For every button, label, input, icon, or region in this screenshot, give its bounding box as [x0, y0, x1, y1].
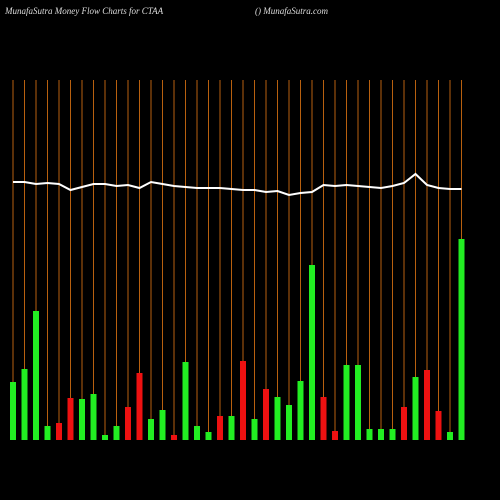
- chart-title: MunafaSutra Money Flow Charts for CTAA: [4, 6, 164, 16]
- bar: [401, 407, 407, 440]
- bar: [44, 426, 51, 440]
- bar: [309, 265, 315, 440]
- bar: [194, 426, 200, 440]
- bar: [389, 429, 396, 440]
- bar: [447, 432, 453, 440]
- bar: [366, 429, 373, 440]
- bar: [10, 382, 16, 440]
- bar: [79, 399, 85, 440]
- bar: [148, 419, 154, 440]
- bar: [424, 370, 430, 440]
- bar: [343, 365, 350, 440]
- bar: [228, 416, 235, 440]
- money-flow-line: [13, 172, 462, 197]
- bar: [90, 394, 97, 440]
- bar: [171, 435, 177, 440]
- bar: [332, 431, 338, 440]
- bar: [458, 239, 465, 440]
- bar: [21, 369, 28, 440]
- bar: [274, 397, 281, 440]
- bar: [205, 432, 212, 440]
- bar: [56, 423, 62, 440]
- bar: [240, 361, 246, 440]
- bar: [412, 377, 419, 440]
- bar: [320, 397, 327, 440]
- bar: [33, 311, 39, 440]
- bar: [159, 410, 166, 440]
- bar: [251, 419, 258, 440]
- chart-subtitle: () MunafaSutra.com: [255, 6, 328, 16]
- bar: [435, 411, 442, 440]
- bar: [113, 426, 120, 440]
- bar: [378, 429, 384, 440]
- bar: [297, 381, 304, 440]
- bar: [182, 362, 189, 440]
- bar: [263, 389, 269, 440]
- bar: [102, 435, 108, 440]
- bar: [136, 373, 143, 440]
- bar: [67, 398, 74, 440]
- bar: [217, 416, 223, 440]
- bar: [286, 405, 292, 440]
- bar: [125, 407, 131, 440]
- bar: [355, 365, 361, 440]
